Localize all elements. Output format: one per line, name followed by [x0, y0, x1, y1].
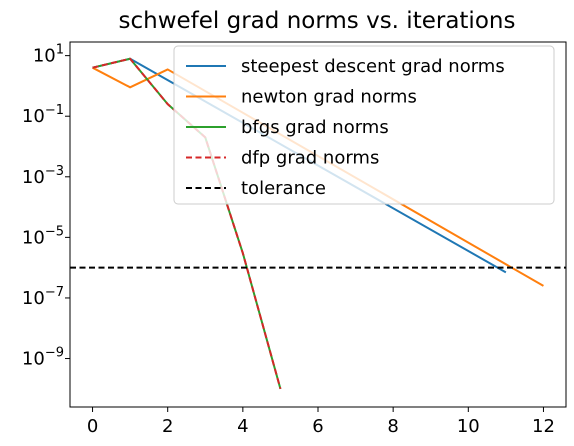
y-tick-exponent: 1 [56, 43, 64, 58]
x-tick-label: 12 [532, 416, 555, 437]
legend-label: dfp grad norms [241, 148, 379, 169]
y-tick-base: 10 [22, 106, 45, 127]
y-tick-label: 101 [33, 43, 64, 67]
legend-label: newton grad norms [241, 87, 417, 108]
y-tick-base: 10 [22, 288, 45, 309]
legend-label: tolerance [241, 178, 326, 199]
y-tick-label: 10−3 [22, 164, 64, 188]
x-tick-label: 0 [87, 416, 98, 437]
x-tick-label: 2 [162, 416, 173, 437]
legend-box [173, 45, 555, 205]
y-tick-exponent: −1 [45, 103, 64, 118]
legend: steepest descent grad norms newton grad n… [173, 45, 555, 205]
y-tick-base: 10 [22, 167, 45, 188]
x-axis: 0 2 4 6 8 10 12 [87, 407, 555, 437]
y-tick-label: 10−5 [22, 224, 64, 248]
y-tick-label: 10−9 [22, 346, 64, 370]
legend-label: steepest descent grad norms [241, 56, 505, 77]
chart-title: schwefel grad norms vs. iterations [119, 8, 516, 34]
legend-label: bfgs grad norms [241, 117, 389, 138]
x-tick-label: 8 [387, 416, 398, 437]
y-tick-exponent: −3 [45, 164, 64, 179]
y-tick-base: 10 [22, 227, 45, 248]
y-tick-exponent: −7 [45, 285, 64, 300]
y-tick-base: 10 [33, 46, 56, 67]
x-tick-label: 4 [237, 416, 248, 437]
y-tick-exponent: −5 [45, 224, 64, 239]
series-line-3 [92, 57, 282, 390]
x-tick-label: 6 [312, 416, 323, 437]
x-tick-label: 10 [457, 416, 480, 437]
y-tick-base: 10 [22, 349, 45, 370]
y-tick-exponent: −9 [45, 346, 64, 361]
y-tick-label: 10−1 [22, 103, 64, 127]
y-tick-label: 10−7 [22, 285, 64, 309]
